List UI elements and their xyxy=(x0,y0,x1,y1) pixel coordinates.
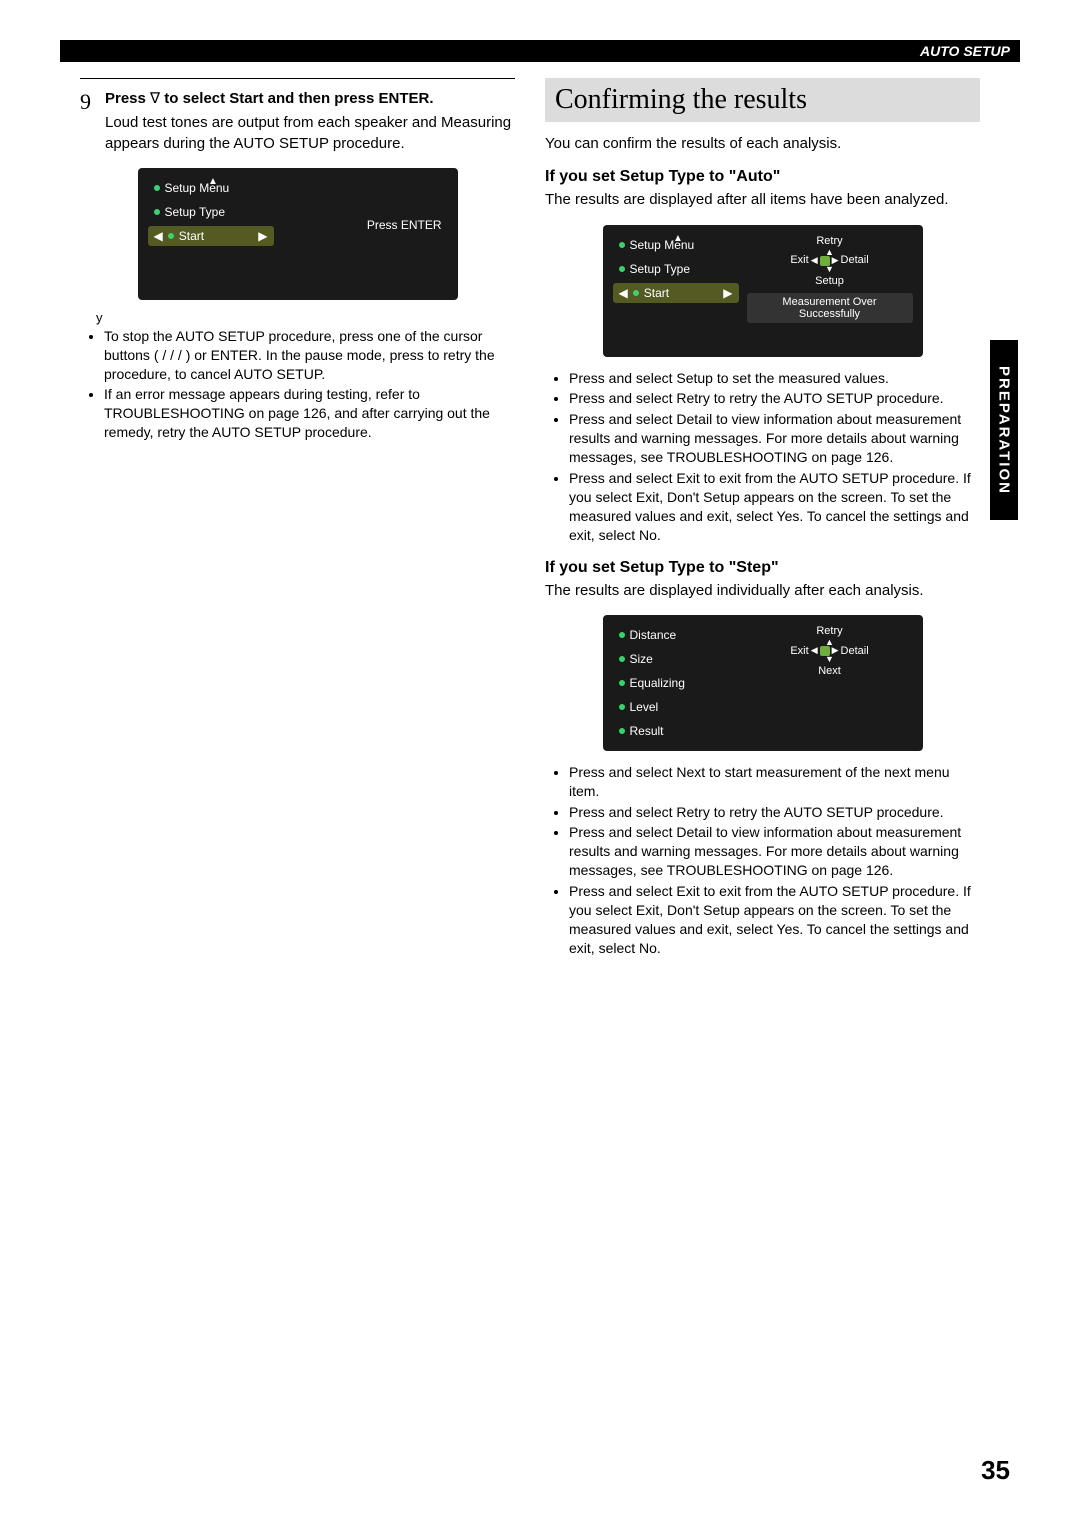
osd-item-label: Start xyxy=(644,286,669,300)
osd-item: Distance xyxy=(613,625,739,645)
bullet-item: Press and select Retry to retry the AUTO… xyxy=(569,803,980,822)
osd-left-menu: ▲ Setup Menu Setup Type ◀ Start ▶ xyxy=(148,178,274,290)
dot-icon xyxy=(154,209,160,215)
topbar-label: AUTO SETUP xyxy=(920,43,1010,59)
status-line1: Measurement Over xyxy=(753,296,907,308)
osd-item-selected: ◀ Start ▶ xyxy=(148,226,274,246)
dot-icon xyxy=(168,233,174,239)
subheading-step: If you set Setup Type to "Step" xyxy=(545,559,980,577)
divider xyxy=(80,78,515,79)
osd-item-label: Result xyxy=(630,724,664,738)
down-tri-icon: ▼ xyxy=(825,656,834,663)
bullet-item: To stop the AUTO SETUP procedure, press … xyxy=(104,327,515,384)
osd-left-menu: Distance Size Equalizing Level Result xyxy=(613,625,739,741)
left-tri-icon: ◀ xyxy=(811,257,818,264)
left-tri-icon: ◀ xyxy=(811,647,818,654)
retry-label: Retry xyxy=(816,235,842,247)
bullet-item: Press and select Retry to retry the AUTO… xyxy=(569,389,980,408)
exit-label: Exit xyxy=(790,256,808,265)
osd-item: Result xyxy=(613,721,739,741)
dot-icon xyxy=(619,680,625,686)
note-marker: y xyxy=(96,310,515,325)
osd-item: Setup Type xyxy=(613,259,739,279)
left-bullets: To stop the AUTO SETUP procedure, press … xyxy=(104,327,515,442)
press-enter-label: Press ENTER xyxy=(367,218,442,232)
left-arrow-icon: ◀ xyxy=(154,229,163,243)
step-body-text: The results are displayed individually a… xyxy=(545,581,980,601)
step-head-b: to select Start and then press ENTER. xyxy=(160,90,433,107)
intro-text: You can confirm the results of each anal… xyxy=(545,134,980,154)
osd-item-label: Equalizing xyxy=(630,676,685,690)
step-body: Loud test tones are output from each spe… xyxy=(105,113,515,154)
dot-icon xyxy=(633,290,639,296)
osd-left-menu: ▲ Setup Menu Setup Type ◀ Start ▶ xyxy=(613,235,739,347)
osd-screen-start: ▲ Setup Menu Setup Type ◀ Start ▶ Press EN… xyxy=(138,168,458,300)
step-text: Press ∇ to select Start and then press E… xyxy=(105,89,515,154)
right-column: Confirming the results You can confirm t… xyxy=(545,78,980,960)
bullet-item: Press and select Detail to view informat… xyxy=(569,410,980,467)
osd-screen-auto-result: ▲ Setup Menu Setup Type ◀ Start ▶ Retry ▲ … xyxy=(603,225,923,357)
bullet-item: If an error message appears during testi… xyxy=(104,385,515,442)
exit-label: Exit xyxy=(790,647,808,656)
page-number: 35 xyxy=(981,1455,1010,1486)
status-box: Measurement Over Successfully xyxy=(747,293,913,323)
dpad-icon: ▲ Exit ◀ ▶ Detail ▼ xyxy=(790,639,868,663)
detail-label: Detail xyxy=(841,647,869,656)
osd-item: Equalizing xyxy=(613,673,739,693)
up-arrow-icon: ▲ xyxy=(208,176,218,187)
osd-item-selected: ◀ Start ▶ xyxy=(613,283,739,303)
bullet-item: Press and select Exit to exit from the A… xyxy=(569,882,980,958)
osd-item-label: Setup Menu xyxy=(165,181,230,195)
setup-label: Setup xyxy=(815,275,844,287)
osd-item: Level xyxy=(613,697,739,717)
osd-right-panel: Retry ▲ Exit ◀ ▶ Detail ▼ Next xyxy=(747,625,913,741)
osd-item-label: Distance xyxy=(630,628,677,642)
osd-right-panel: Retry ▲ Exit ◀ ▶ Detail ▼ Setup Measurem… xyxy=(747,235,913,347)
osd-item-label: Setup Menu xyxy=(630,238,695,252)
osd-item: Setup Type xyxy=(148,202,274,222)
osd-item-label: Level xyxy=(630,700,659,714)
auto-body: The results are displayed after all item… xyxy=(545,190,980,210)
detail-label: Detail xyxy=(841,256,869,265)
left-arrow-icon: ◀ xyxy=(619,286,628,300)
osd-item-label: Setup Type xyxy=(165,205,226,219)
subheading-auto: If you set Setup Type to "Auto" xyxy=(545,168,980,186)
dot-icon xyxy=(619,656,625,662)
section-heading: Confirming the results xyxy=(545,78,980,122)
bullet-item: Press and select Detail to view informat… xyxy=(569,823,980,880)
bullet-item: Press and select Exit to exit from the A… xyxy=(569,469,980,545)
dot-icon xyxy=(154,185,160,191)
top-black-bar: AUTO SETUP xyxy=(60,40,1020,62)
dot-icon xyxy=(619,728,625,734)
next-label: Next xyxy=(818,665,841,677)
dot-icon xyxy=(619,704,625,710)
osd-item-label: Size xyxy=(630,652,653,666)
dot-icon xyxy=(619,632,625,638)
step-bullets: Press and select Next to start measureme… xyxy=(569,763,980,958)
osd-item: Size xyxy=(613,649,739,669)
left-column: 9 Press ∇ to select Start and then press… xyxy=(80,78,515,960)
osd-screen-step-result: Distance Size Equalizing Level Result Re… xyxy=(603,615,923,751)
dot-icon xyxy=(619,266,625,272)
page-content: 9 Press ∇ to select Start and then press… xyxy=(80,78,980,960)
section-tab: PREPARATION xyxy=(990,340,1018,520)
auto-bullets: Press and select Setup to set the measur… xyxy=(569,369,980,545)
bullet-item: Press and select Setup to set the measur… xyxy=(569,369,980,388)
dpad-icon: ▲ Exit ◀ ▶ Detail ▼ xyxy=(790,249,868,273)
bullet-item: Press and select Next to start measureme… xyxy=(569,763,980,801)
dot-icon xyxy=(619,242,625,248)
down-tri-icon: ▼ xyxy=(825,266,834,273)
right-arrow-icon: ▶ xyxy=(723,286,732,300)
up-arrow-icon: ▲ xyxy=(673,233,683,244)
step-number: 9 xyxy=(80,89,91,154)
osd-item-label: Start xyxy=(179,229,204,243)
retry-label: Retry xyxy=(816,625,842,637)
step-head-a: Press xyxy=(105,90,150,107)
right-arrow-icon: ▶ xyxy=(258,229,267,243)
osd-item-label: Setup Type xyxy=(630,262,691,276)
status-line2: Successfully xyxy=(753,308,907,320)
step-9: 9 Press ∇ to select Start and then press… xyxy=(80,89,515,154)
